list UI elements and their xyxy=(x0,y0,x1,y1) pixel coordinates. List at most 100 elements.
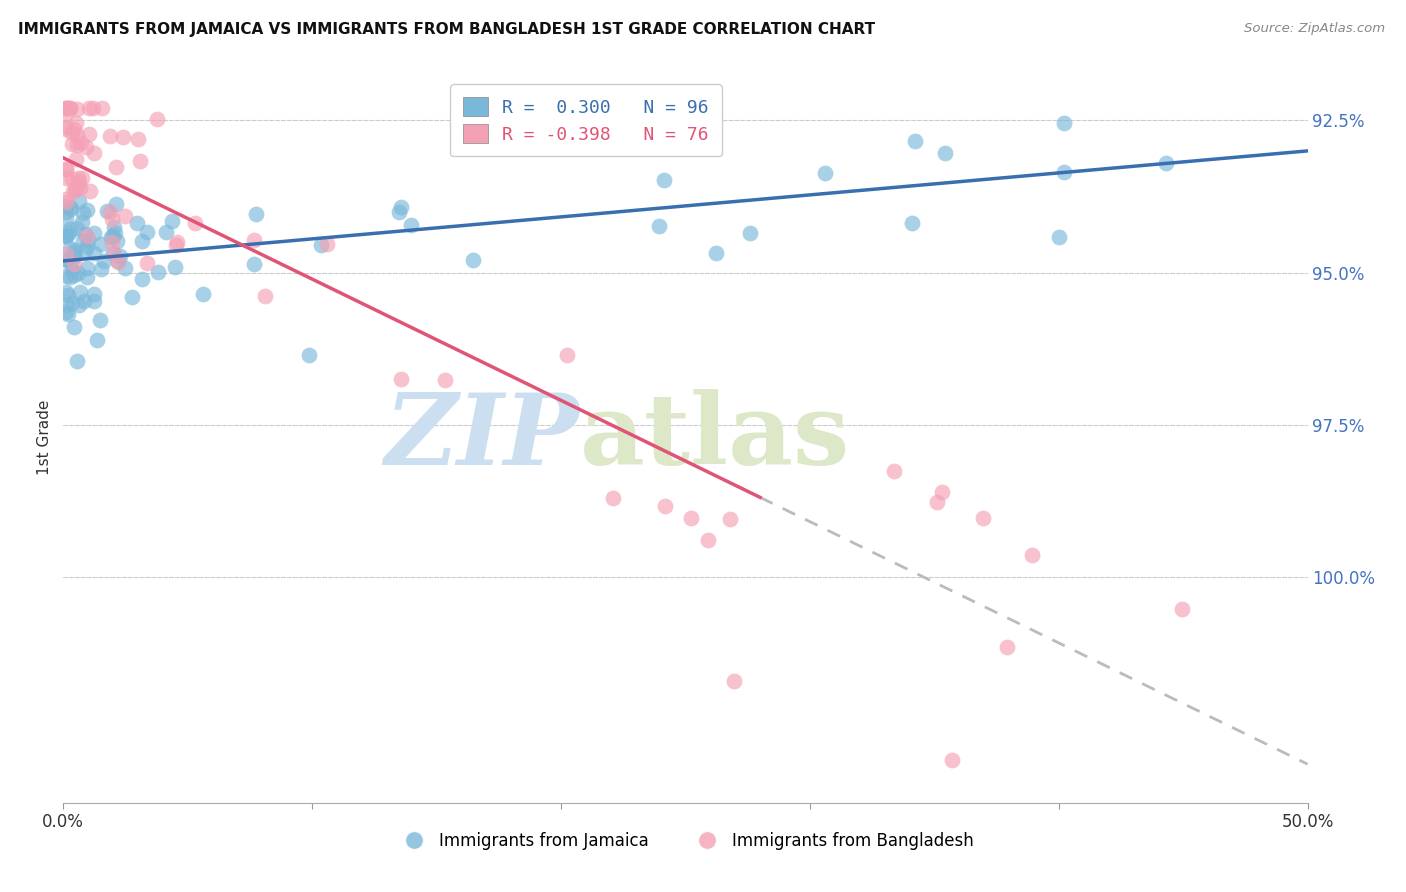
Point xyxy=(89,313,111,327)
Point xyxy=(557,348,579,362)
Point xyxy=(55,269,77,284)
Point xyxy=(995,640,1018,654)
Point xyxy=(59,201,82,215)
Point xyxy=(1052,116,1074,130)
Point xyxy=(55,161,77,176)
Point xyxy=(77,127,100,141)
Point xyxy=(76,261,98,276)
Point xyxy=(59,101,82,115)
Point xyxy=(58,307,80,321)
Point xyxy=(309,237,332,252)
Point xyxy=(718,512,741,526)
Point xyxy=(107,255,129,269)
Point xyxy=(131,234,153,248)
Point xyxy=(934,146,956,161)
Point xyxy=(60,172,83,186)
Point xyxy=(66,220,89,235)
Point xyxy=(165,260,187,274)
Point xyxy=(55,101,77,115)
Point xyxy=(55,228,77,243)
Point xyxy=(77,101,100,115)
Point xyxy=(63,319,86,334)
Point xyxy=(66,138,89,153)
Point xyxy=(696,533,718,547)
Point xyxy=(883,464,905,478)
Point xyxy=(90,237,112,252)
Point xyxy=(243,257,266,271)
Point xyxy=(131,272,153,286)
Point xyxy=(114,261,136,276)
Point xyxy=(55,199,77,213)
Text: IMMIGRANTS FROM JAMAICA VS IMMIGRANTS FROM BANGLADESH 1ST GRADE CORRELATION CHAR: IMMIGRANTS FROM JAMAICA VS IMMIGRANTS FR… xyxy=(18,22,876,37)
Point xyxy=(941,753,963,767)
Point xyxy=(1171,602,1194,616)
Point xyxy=(77,233,100,247)
Point xyxy=(652,173,675,187)
Point xyxy=(101,228,124,243)
Point xyxy=(96,204,118,219)
Point xyxy=(461,253,484,268)
Point xyxy=(76,239,98,253)
Point xyxy=(62,268,84,282)
Point xyxy=(679,510,702,524)
Point xyxy=(63,249,86,263)
Point xyxy=(904,134,927,148)
Point xyxy=(814,166,837,180)
Point xyxy=(55,101,77,115)
Text: atlas: atlas xyxy=(579,389,849,485)
Point xyxy=(104,197,127,211)
Point xyxy=(67,175,90,189)
Point xyxy=(62,295,84,310)
Point xyxy=(972,511,994,525)
Point xyxy=(86,333,108,347)
Point xyxy=(60,263,83,277)
Point xyxy=(55,304,77,318)
Point xyxy=(654,499,676,513)
Point xyxy=(83,293,105,308)
Point xyxy=(433,373,456,387)
Point xyxy=(104,161,127,175)
Point xyxy=(1053,165,1076,179)
Point xyxy=(55,285,77,299)
Point xyxy=(55,120,77,135)
Point xyxy=(103,220,125,235)
Point xyxy=(399,218,422,232)
Point xyxy=(135,256,157,270)
Point xyxy=(90,101,112,115)
Point xyxy=(72,293,94,308)
Point xyxy=(83,145,105,160)
Point xyxy=(243,233,266,247)
Point xyxy=(59,222,82,236)
Point xyxy=(389,372,412,386)
Point xyxy=(83,226,105,240)
Point xyxy=(101,235,124,249)
Point xyxy=(55,170,77,185)
Point xyxy=(191,287,214,301)
Point xyxy=(60,136,83,151)
Point xyxy=(62,184,84,198)
Point xyxy=(55,247,77,261)
Point xyxy=(65,116,87,130)
Point xyxy=(56,287,79,301)
Point xyxy=(55,121,77,136)
Point xyxy=(648,219,671,233)
Text: ZIP: ZIP xyxy=(385,389,579,485)
Point xyxy=(59,255,82,269)
Point xyxy=(58,226,80,240)
Point xyxy=(67,171,90,186)
Point xyxy=(62,243,84,257)
Point xyxy=(55,192,77,206)
Point xyxy=(63,121,86,136)
Y-axis label: 1st Grade: 1st Grade xyxy=(37,400,52,475)
Point xyxy=(82,101,104,115)
Point xyxy=(105,234,128,248)
Point xyxy=(98,128,121,143)
Point xyxy=(66,102,89,116)
Point xyxy=(245,207,267,221)
Point xyxy=(60,126,83,140)
Point xyxy=(602,491,624,505)
Point xyxy=(67,297,90,311)
Point xyxy=(298,348,321,362)
Point xyxy=(55,253,77,268)
Point xyxy=(55,101,77,115)
